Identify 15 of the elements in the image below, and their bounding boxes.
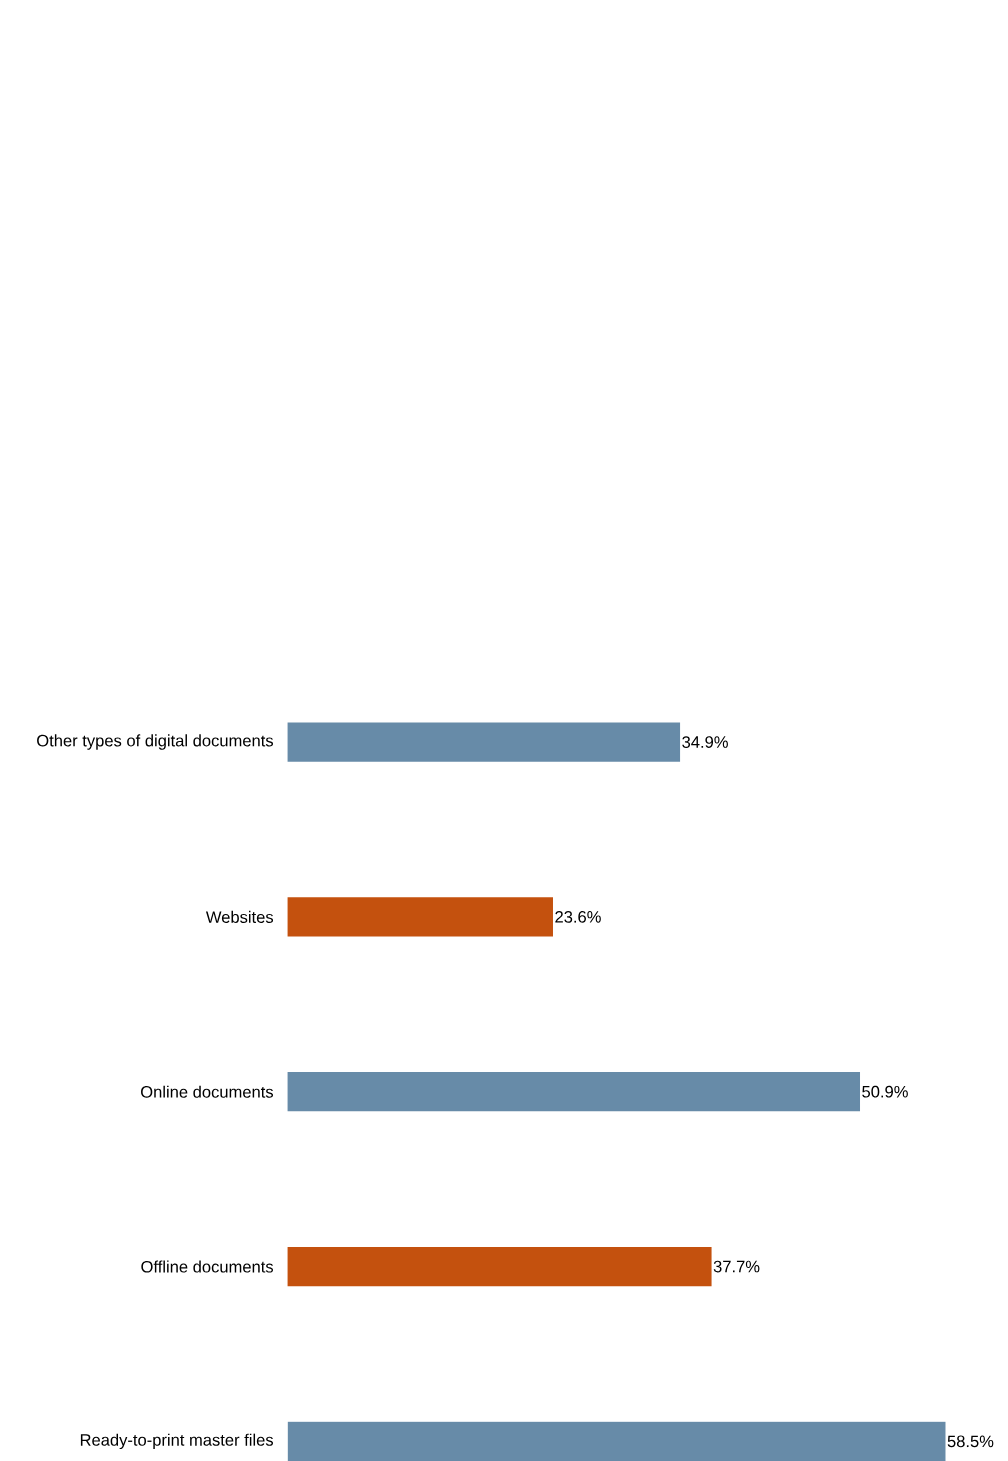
bar: [287, 1421, 946, 1461]
y-tick-label: Other types of digital documents: [37, 734, 274, 750]
y-tick-label: Websites: [206, 910, 274, 923]
y-tick-label: Ready-to-print master files: [81, 1433, 274, 1450]
data-label: 37.7%: [713, 1260, 760, 1273]
y-tick-label: Online documents: [141, 1085, 274, 1098]
data-label: 23.6%: [555, 911, 602, 923]
y-tick-label: Offline documents: [141, 1260, 274, 1273]
data-label: 50.9%: [862, 1085, 909, 1098]
bar: [287, 1246, 712, 1287]
bar: [287, 897, 554, 937]
data-label: 34.9%: [682, 736, 729, 748]
bar: [287, 722, 681, 762]
bar: [287, 1072, 861, 1112]
data-label: 58.5%: [947, 1435, 994, 1448]
